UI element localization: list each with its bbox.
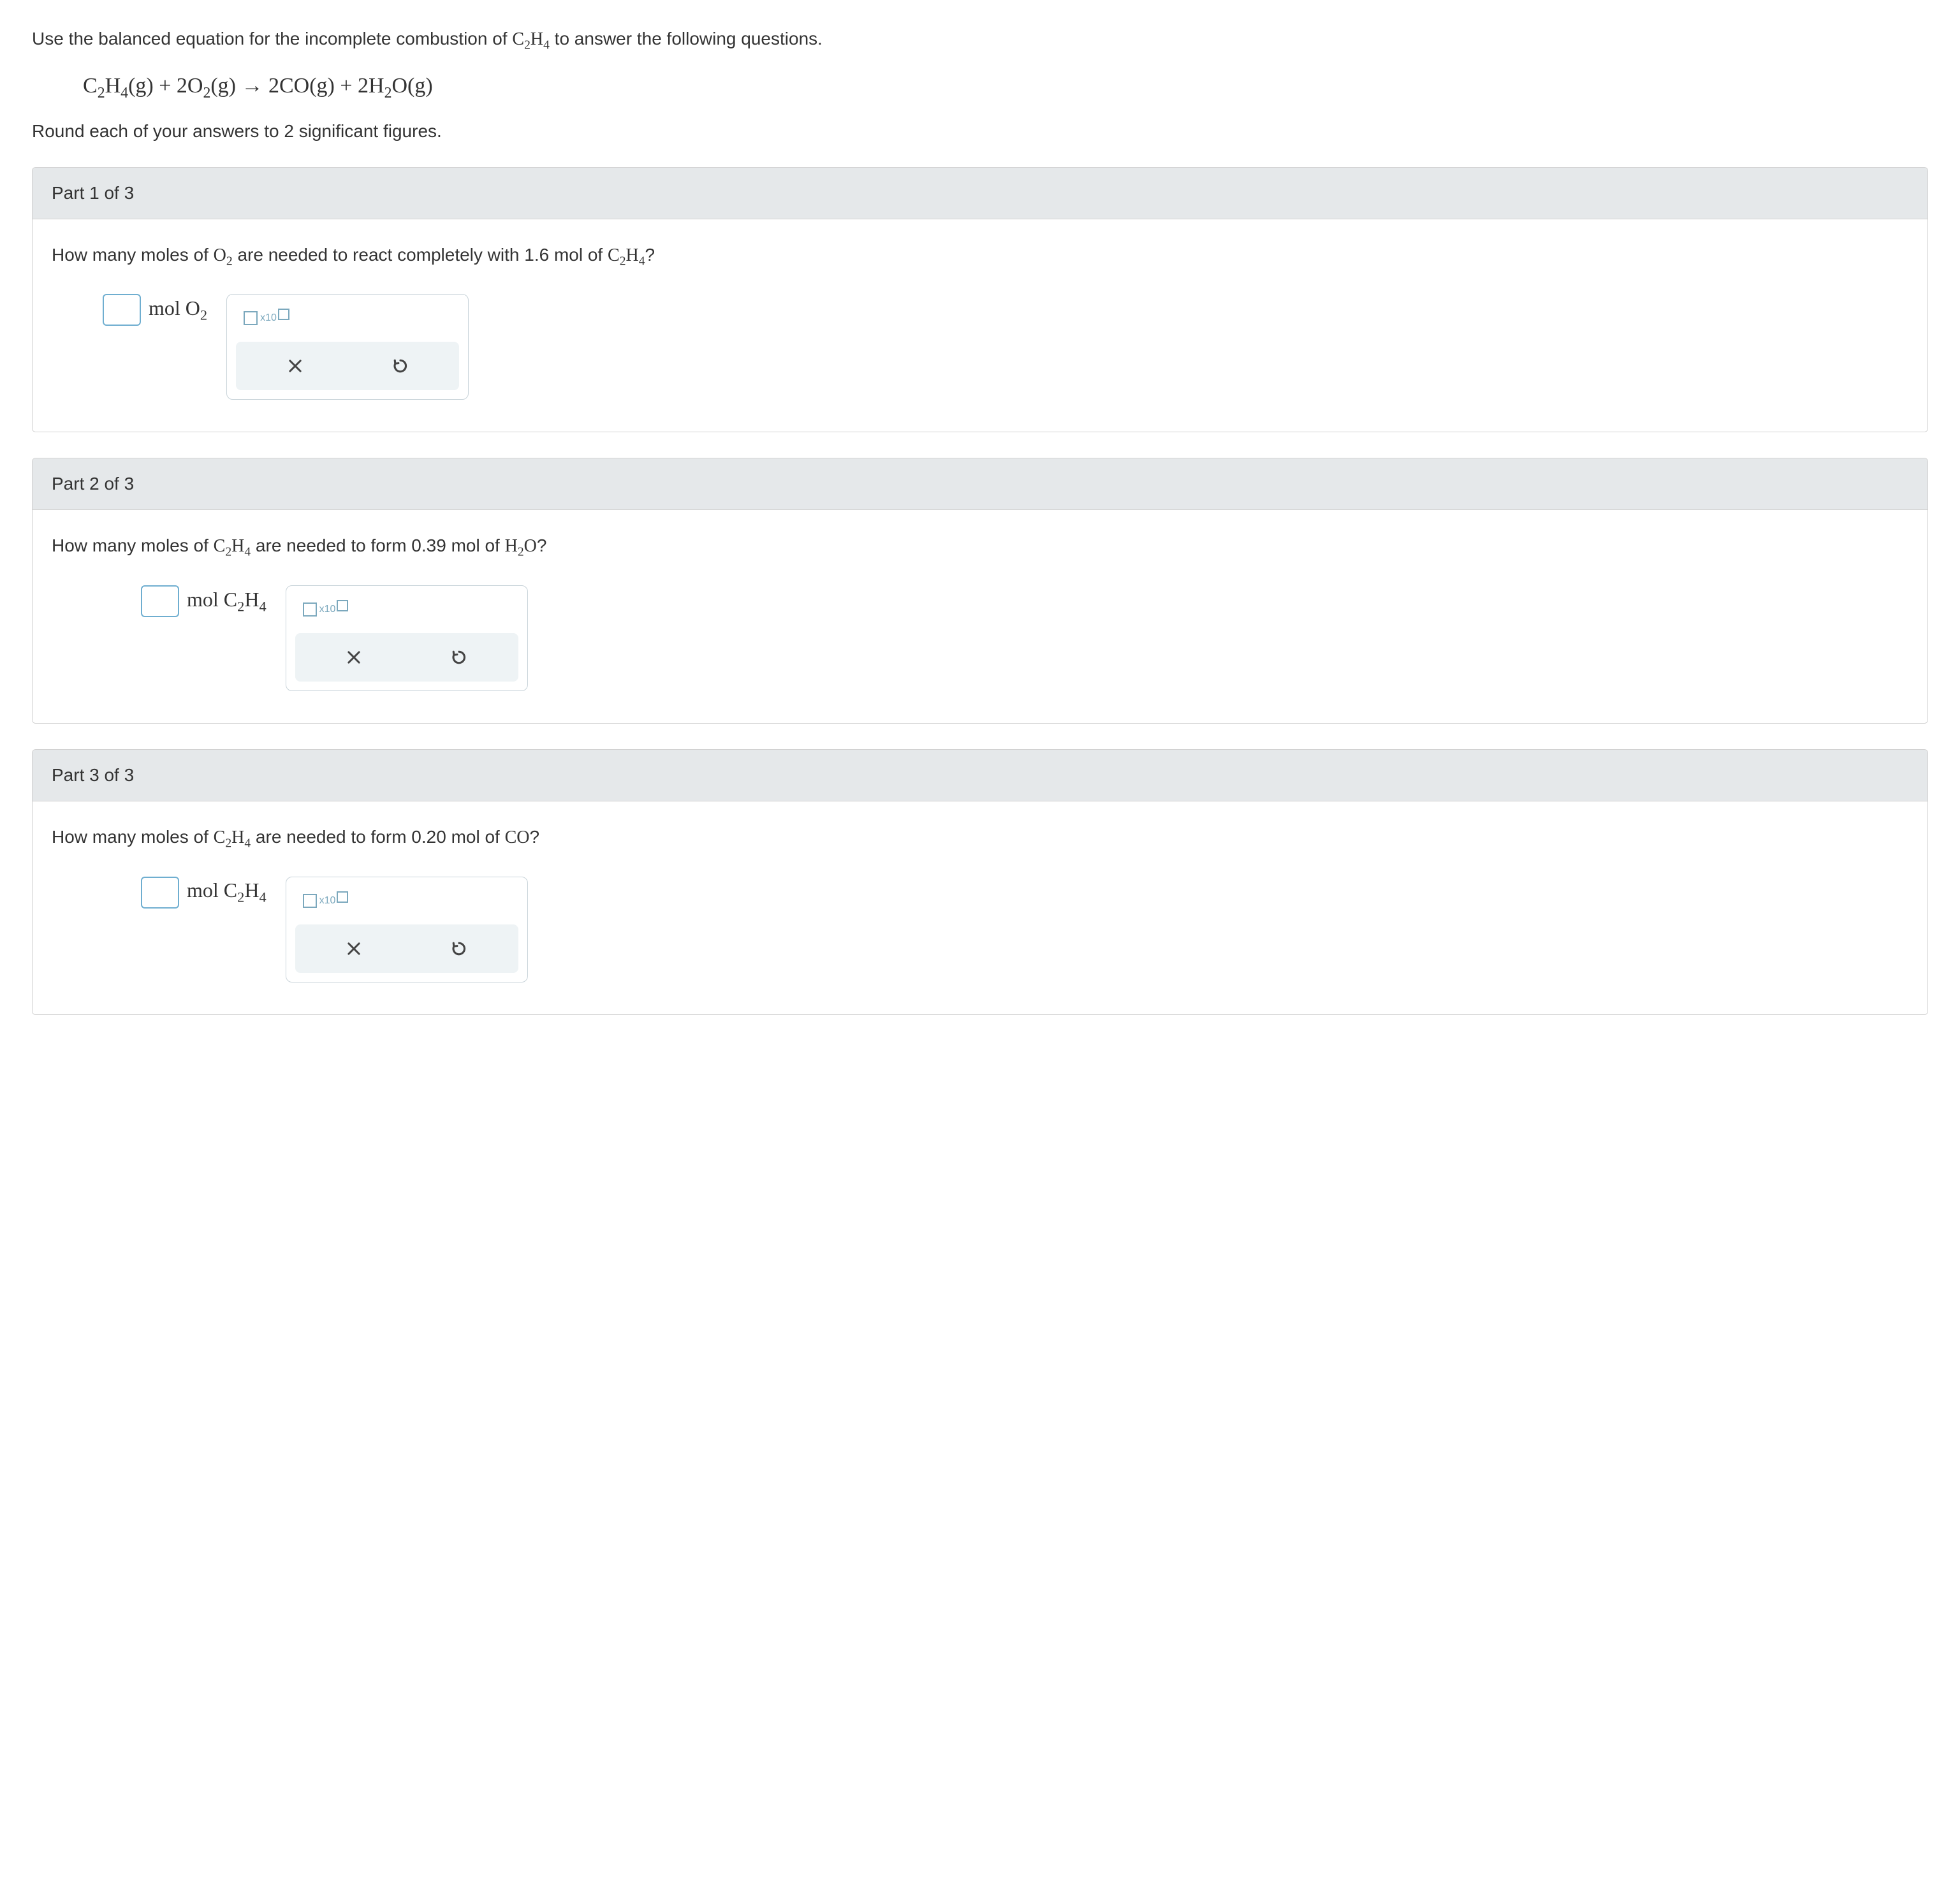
undo-button[interactable]: [443, 936, 475, 961]
clear-button[interactable]: [279, 353, 311, 379]
part-2-unit: mol C2H4: [187, 588, 267, 615]
intro-prefix: Use the balanced equation for the incomp…: [32, 29, 512, 48]
sci-mantissa-box: [303, 602, 317, 617]
part-3-unit: mol C2H4: [187, 879, 267, 905]
sci-notation-button[interactable]: x10: [295, 886, 356, 916]
clear-button[interactable]: [338, 645, 370, 670]
part-1-unit: mol O2: [149, 296, 207, 323]
part-3-question: How many moles of C2H4 are needed to for…: [52, 827, 1908, 851]
question-text-1: How many moles of O2 are needed to react…: [52, 245, 655, 265]
intro-molecule: C2H4: [512, 29, 550, 49]
sci-exponent-box: [337, 891, 348, 903]
part-3-container: Part 3 of 3 How many moles of C2H4 are n…: [32, 749, 1928, 1015]
undo-icon: [450, 648, 469, 667]
part-2-answer-input[interactable]: [141, 585, 179, 617]
part-1-body: How many moles of O2 are needed to react…: [33, 219, 1927, 432]
question-text-2: How many moles of C2H4 are needed to for…: [52, 536, 546, 555]
part-2-header: Part 2 of 3: [33, 458, 1927, 510]
part-2-question: How many moles of C2H4 are needed to for…: [52, 536, 1908, 560]
balanced-equation: C2H4(g) + 2O2(g) → 2CO(g) + 2H2O(g): [83, 74, 1928, 102]
part-3-action-row: [295, 924, 518, 973]
part-2-answer-row: mol C2H4 x10: [141, 585, 1908, 691]
undo-icon: [391, 356, 410, 376]
part-2-container: Part 2 of 3 How many moles of C2H4 are n…: [32, 458, 1928, 724]
part-3-body: How many moles of C2H4 are needed to for…: [33, 801, 1927, 1014]
sci-exponent-box: [337, 600, 348, 611]
undo-button[interactable]: [384, 353, 416, 379]
part-2-tool-panel: x10: [286, 585, 528, 691]
sci-mantissa-box: [303, 894, 317, 908]
sci-x10-label: x10: [319, 895, 336, 907]
intro-text: Use the balanced equation for the incomp…: [32, 26, 1928, 55]
sci-x10-label: x10: [319, 604, 336, 615]
close-icon: [345, 648, 363, 666]
sci-x10-label: x10: [260, 312, 277, 324]
intro-suffix: to answer the following questions.: [550, 29, 823, 48]
close-icon: [286, 357, 304, 375]
part-3-tool-panel: x10: [286, 877, 528, 982]
part-3-answer-row: mol C2H4 x10: [141, 877, 1908, 982]
clear-button[interactable]: [338, 936, 370, 961]
part-3-answer-input[interactable]: [141, 877, 179, 909]
part-2-input-group: mol C2H4: [141, 585, 267, 617]
part-1-tool-panel: x10: [226, 294, 469, 400]
part-2-body: How many moles of C2H4 are needed to for…: [33, 510, 1927, 723]
undo-button[interactable]: [443, 645, 475, 670]
part-2-action-row: [295, 633, 518, 682]
close-icon: [345, 940, 363, 958]
undo-icon: [450, 939, 469, 958]
part-1-header: Part 1 of 3: [33, 168, 1927, 219]
rounding-instruction: Round each of your answers to 2 signific…: [32, 121, 1928, 142]
part-1-answer-input[interactable]: [103, 294, 141, 326]
sci-mantissa-box: [244, 311, 258, 325]
part-3-header: Part 3 of 3: [33, 750, 1927, 801]
question-text-3: How many moles of C2H4 are needed to for…: [52, 827, 539, 847]
part-1-question: How many moles of O2 are needed to react…: [52, 245, 1908, 269]
sci-exponent-box: [278, 309, 289, 320]
part-1-answer-row: mol O2 x10: [103, 294, 1908, 400]
part-1-container: Part 1 of 3 How many moles of O2 are nee…: [32, 167, 1928, 433]
part-1-action-row: [236, 342, 459, 390]
part-1-input-group: mol O2: [103, 294, 207, 326]
part-3-input-group: mol C2H4: [141, 877, 267, 909]
sci-notation-button[interactable]: x10: [295, 595, 356, 624]
sci-notation-button[interactable]: x10: [236, 303, 297, 333]
